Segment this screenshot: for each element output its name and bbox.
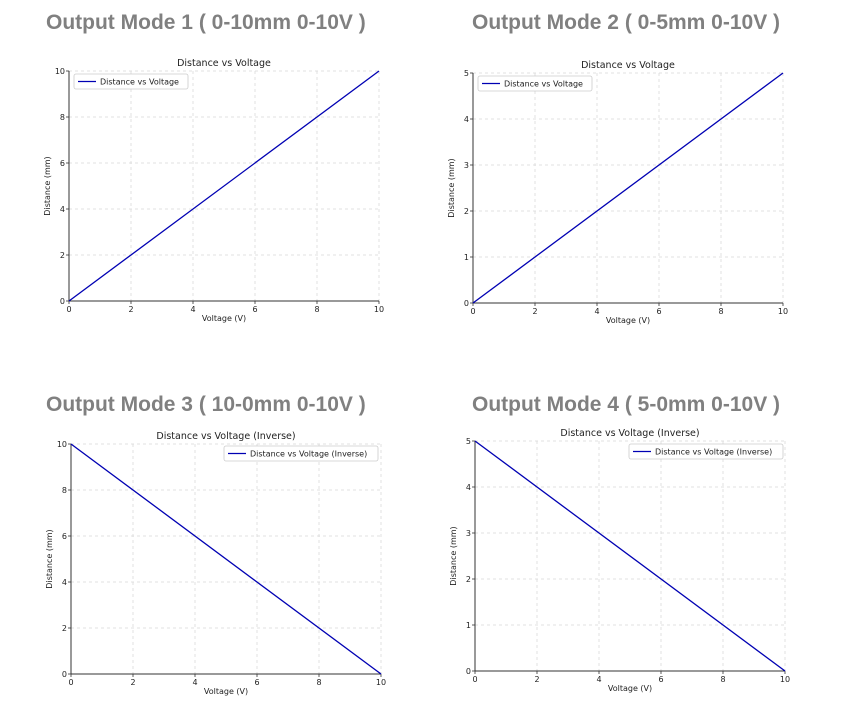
x-tick-label: 6 — [254, 678, 259, 687]
y-axis-label: Distance (mm) — [447, 158, 456, 217]
x-axis-label: Voltage (V) — [202, 314, 246, 323]
x-axis-label: Voltage (V) — [606, 316, 650, 325]
chart-title: Distance vs Voltage — [581, 60, 675, 71]
x-tick-label: 0 — [470, 307, 475, 316]
x-tick-label: 0 — [68, 678, 73, 687]
y-tick-label: 1 — [466, 621, 471, 630]
chart-4: 0 2 4 6 8 10 0 1 2 3 4 5 Distance vs Voltage (Invers… — [449, 428, 790, 693]
legend: Distance vs Voltage — [73, 73, 189, 90]
legend: Distance vs Voltage (Inverse) — [223, 445, 379, 462]
y-axis-label: Distance (mm) — [45, 529, 54, 588]
x-tick-label: 8 — [314, 305, 319, 314]
x-tick-label: 2 — [532, 307, 537, 316]
x-tick-label: 6 — [658, 675, 663, 684]
y-tick-label: 6 — [60, 159, 65, 168]
legend-box — [73, 73, 189, 90]
x-tick-label: 8 — [316, 678, 321, 687]
x-tick-label: 4 — [190, 305, 195, 314]
y-tick-label: 0 — [464, 299, 469, 308]
x-tick-label: 6 — [656, 307, 661, 316]
y-tick-label: 8 — [60, 113, 65, 122]
y-tick-label: 4 — [60, 205, 65, 214]
series-line — [68, 70, 380, 302]
y-tick-label: 0 — [62, 670, 67, 679]
x-tick-label: 10 — [374, 305, 384, 314]
legend: Distance vs Voltage — [477, 75, 593, 92]
y-tick-label: 3 — [464, 161, 469, 170]
y-tick-label: 4 — [466, 483, 471, 492]
y-tick-label: 10 — [55, 67, 65, 76]
x-tick-label: 10 — [780, 675, 790, 684]
chart-title: Distance vs Voltage (Inverse) — [156, 431, 295, 442]
y-tick-label: 8 — [62, 486, 67, 495]
y-tick-label: 2 — [466, 575, 471, 584]
x-tick-label: 2 — [130, 678, 135, 687]
x-tick-label: 4 — [192, 678, 197, 687]
chart-title: Distance vs Voltage — [177, 58, 271, 69]
x-tick-label: 6 — [252, 305, 257, 314]
chart-1: 0 2 4 6 8 10 0 2 4 6 8 10 Distance vs Voltage Voltage… — [43, 58, 384, 323]
mode-title-4: Output Mode 4 ( 5-0mm 0-10V ) — [472, 393, 781, 416]
legend-box — [477, 75, 593, 92]
y-tick-label: 0 — [60, 297, 65, 306]
y-tick-label: 1 — [464, 253, 469, 262]
chart-2: 0 2 4 6 8 10 0 1 2 3 4 5 Distance vs Voltage Voltage … — [447, 60, 788, 325]
y-tick-label: 4 — [62, 578, 67, 587]
y-tick-label: 4 — [464, 115, 469, 124]
y-tick-label: 2 — [464, 207, 469, 216]
mode-title-1: Output Mode 1 ( 0-10mm 0-10V ) — [46, 11, 366, 34]
legend-label: Distance vs Voltage (Inverse) — [250, 450, 367, 459]
y-tick-label: 10 — [57, 440, 67, 449]
x-tick-label: 4 — [596, 675, 601, 684]
x-tick-label: 8 — [718, 307, 723, 316]
y-axis-label: Distance (mm) — [449, 526, 458, 585]
mode-title-2: Output Mode 2 ( 0-5mm 0-10V ) — [472, 11, 781, 34]
x-axis-label: Voltage (V) — [608, 684, 652, 693]
x-tick-label: 2 — [534, 675, 539, 684]
x-tick-label: 10 — [778, 307, 788, 316]
x-tick-label: 2 — [128, 305, 133, 314]
legend-label: Distance vs Voltage — [100, 78, 179, 87]
y-tick-label: 3 — [466, 529, 471, 538]
y-axis-label: Distance (mm) — [43, 156, 52, 215]
legend-label: Distance vs Voltage (Inverse) — [655, 448, 772, 457]
y-tick-label: 6 — [62, 532, 67, 541]
series-line — [472, 72, 784, 304]
y-tick-label: 0 — [466, 667, 471, 676]
y-tick-label: 2 — [60, 251, 65, 260]
series-line — [70, 443, 382, 675]
x-tick-label: 10 — [376, 678, 386, 687]
x-tick-label: 0 — [66, 305, 71, 314]
x-tick-label: 8 — [720, 675, 725, 684]
series-line — [474, 440, 786, 672]
legend: Distance vs Voltage (Inverse) — [628, 443, 784, 460]
x-axis-label: Voltage (V) — [204, 687, 248, 696]
chart-3: 0 2 4 6 8 10 0 2 4 6 8 10 Distance vs Voltage (Inver… — [45, 431, 386, 696]
y-tick-label: 2 — [62, 624, 67, 633]
mode-title-3: Output Mode 3 ( 10-0mm 0-10V ) — [46, 393, 366, 416]
y-tick-label: 5 — [464, 69, 469, 78]
legend-box — [223, 445, 379, 462]
x-tick-label: 4 — [594, 307, 599, 316]
chart-title: Distance vs Voltage (Inverse) — [560, 428, 699, 439]
x-tick-label: 0 — [472, 675, 477, 684]
legend-box — [628, 443, 784, 460]
y-tick-label: 5 — [466, 437, 471, 446]
legend-label: Distance vs Voltage — [504, 80, 583, 89]
